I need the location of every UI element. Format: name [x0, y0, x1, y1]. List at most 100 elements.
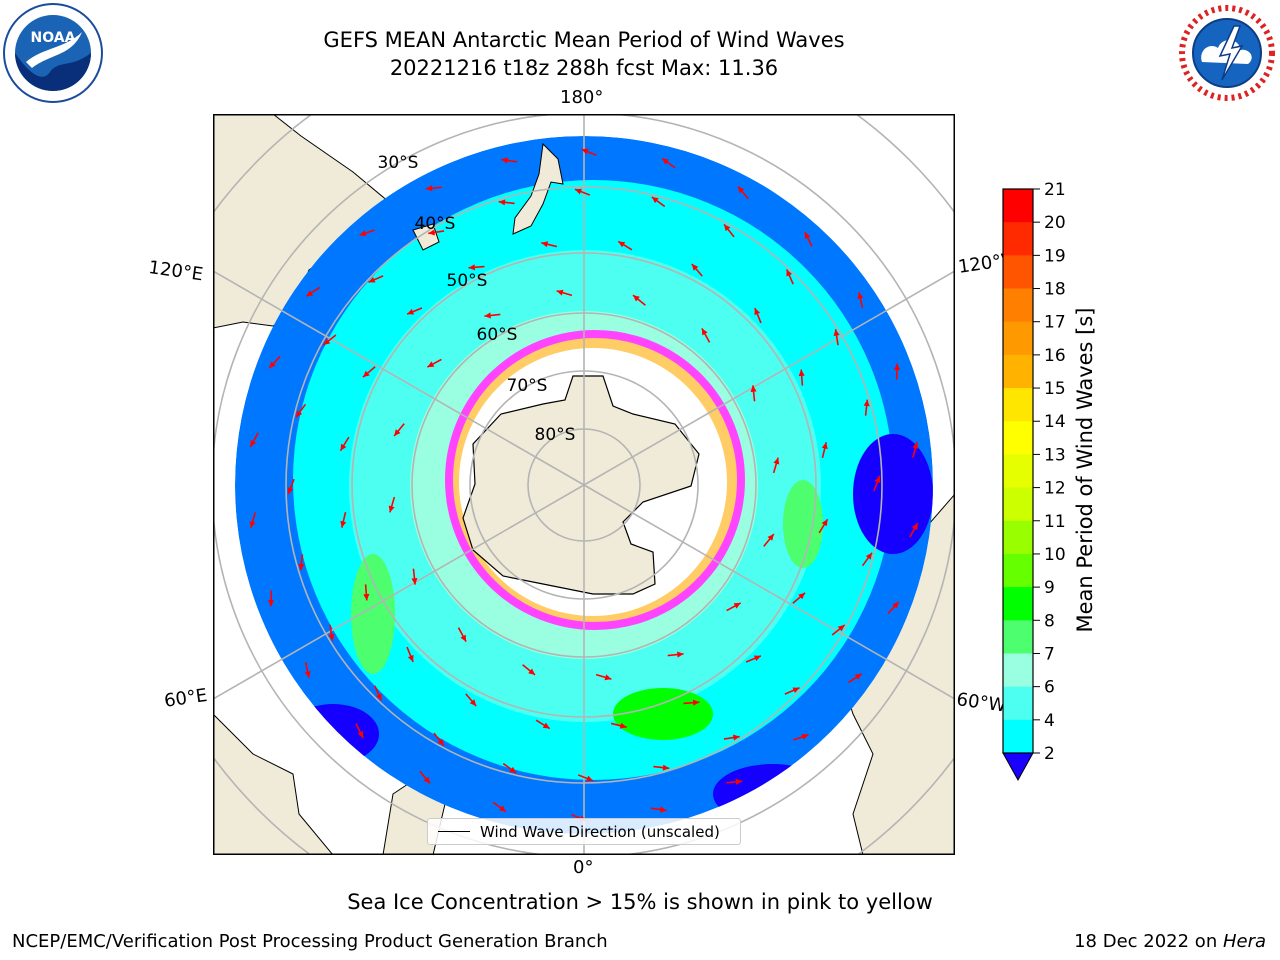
lon-label-180: 180°: [560, 87, 604, 108]
wave-direction-arrowhead: [798, 592, 806, 600]
wave-direction-arrowhead: [306, 290, 314, 297]
wave-direction-arrowhead: [874, 475, 881, 483]
wave-direction-arrowhead: [724, 224, 731, 232]
wave-direction-arrowhead: [528, 668, 536, 675]
wave-direction-arrowhead: [581, 148, 589, 155]
wave-direction-arrowhead: [423, 776, 431, 784]
wave-direction-arrowhead: [821, 442, 828, 450]
wave-direction-arrowhead: [660, 806, 667, 813]
colorbar-tick-label: 15: [1044, 379, 1066, 399]
wave-direction-arrowhead: [304, 670, 311, 678]
lat-label-70s: 70°S: [507, 376, 548, 396]
sea-ice-note: Sea Ice Concentration > 15% is shown in …: [347, 890, 933, 914]
colorbar-band: [1003, 354, 1033, 389]
legend: Wind Wave Direction (unscaled): [427, 818, 741, 845]
wave-direction-arrowhead: [733, 734, 740, 741]
antarctic-map: 30°S 40°S 50°S 60°S 70°S 80°S: [213, 114, 955, 855]
wave-direction-arrowhead: [484, 312, 491, 319]
wave-patch: [613, 688, 713, 740]
colorbar-tick-label: 21: [1044, 180, 1066, 200]
wave-direction-arrowhead: [692, 699, 700, 706]
lat-label-40s: 40°S: [415, 214, 456, 234]
wave-direction-arrowhead: [287, 487, 294, 495]
colorbar-tick-label: 19: [1044, 246, 1066, 266]
wave-direction-arrowhead: [368, 276, 376, 283]
colorbar-band: [1003, 421, 1033, 455]
wave-direction-arrowhead: [753, 655, 761, 662]
colorbar-band: [1003, 620, 1033, 654]
wave-direction-arrowhead: [469, 699, 477, 707]
wave-direction-arrowhead: [437, 738, 444, 746]
colorbar-tick-label: 13: [1044, 445, 1066, 465]
colorbar-tick-label: 17: [1044, 313, 1066, 333]
wave-direction-arrowhead: [425, 185, 433, 192]
legend-line-icon: [438, 831, 470, 832]
colorbar-tick-label: 7: [1044, 644, 1055, 664]
wave-patch: [853, 434, 933, 554]
noaa-logo: NOAA: [3, 3, 103, 103]
wave-direction-arrowhead: [798, 369, 805, 377]
wave-direction-arrowhead: [249, 520, 256, 528]
wave-direction-arrowhead: [837, 625, 845, 632]
wave-direction-arrowhead: [892, 601, 899, 609]
colorbar-band: [1003, 587, 1033, 621]
wave-direction-arrowhead: [691, 263, 699, 271]
colorbar-tick-label: 16: [1044, 346, 1066, 366]
wave-direction-arrowhead: [767, 533, 774, 541]
colorbar-band: [1003, 553, 1033, 588]
wave-direction-arrowhead: [468, 264, 476, 271]
credit-date: 18 Dec 2022 on: [1074, 931, 1223, 952]
wave-direction-arrowhead: [754, 308, 761, 316]
lat-label-60s: 60°S: [477, 325, 518, 345]
wave-direction-arrowhead: [340, 520, 347, 528]
credit-machine: Hera: [1222, 931, 1266, 952]
svg-text:NOAA: NOAA: [31, 30, 76, 46]
wave-direction-arrowhead: [542, 722, 550, 729]
lon-label-120e: 120°E: [147, 257, 205, 286]
colorbar-band: [1003, 653, 1033, 688]
colorbar-tick-label: 9: [1044, 578, 1055, 598]
wave-patch: [783, 480, 823, 568]
wave-direction-arrowhead: [863, 399, 870, 407]
colorbar-band: [1003, 222, 1033, 256]
colorbar-band: [1003, 388, 1033, 422]
colorbar-band: [1003, 321, 1033, 356]
wave-direction-arrowhead: [677, 651, 684, 658]
lat-label-30s: 30°S: [378, 153, 419, 173]
wave-direction-arrowhead: [296, 410, 303, 418]
wave-direction-arrowhead: [786, 269, 793, 277]
colorbar-frame: [1002, 188, 1034, 754]
colorbar-tick-label: 11: [1044, 512, 1066, 532]
credit-right: 18 Dec 2022 on Hera: [1074, 931, 1266, 952]
chart-title: GEFS MEAN Antarctic Mean Period of Wind …: [323, 28, 845, 52]
colorbar-band: [1003, 255, 1033, 290]
lat-label-50s: 50°S: [447, 271, 488, 291]
colorbar-tick-label: 8: [1044, 611, 1055, 631]
wave-direction-arrowhead: [298, 563, 305, 571]
legend-label: Wind Wave Direction (unscaled): [480, 822, 720, 841]
lon-label-0: 0°: [573, 857, 594, 878]
colorbar-tick-label: 12: [1044, 479, 1066, 499]
sea-ice-edge: [445, 330, 745, 630]
colorbar-band: [1003, 520, 1033, 555]
wave-direction-arrowhead: [911, 523, 918, 531]
wave-direction-arrowhead: [250, 439, 257, 447]
wave-patch: [351, 554, 395, 674]
wave-direction-arrowhead: [363, 593, 370, 601]
colorbar-tick-label: 10: [1044, 545, 1066, 565]
wave-direction-arrowhead: [328, 634, 335, 641]
nws-logo: [1178, 4, 1276, 102]
wave-direction-arrowhead: [737, 186, 745, 194]
tasmania-land: [412, 223, 440, 251]
colorbar-band: [1003, 686, 1033, 721]
wave-direction-arrowhead: [750, 385, 757, 392]
lat-label-80s: 80°S: [535, 425, 576, 445]
africa-land: [213, 713, 334, 855]
map-frame: [213, 114, 955, 855]
colorbar-extend-triangle: [1002, 752, 1034, 782]
wave-direction-arrowhead: [375, 693, 382, 701]
wave-direction-arrowhead: [821, 519, 828, 527]
wave-direction-arrowhead: [541, 241, 549, 248]
antarctica-land: [462, 375, 700, 595]
colorbar-tick-label: 2: [1044, 744, 1055, 764]
